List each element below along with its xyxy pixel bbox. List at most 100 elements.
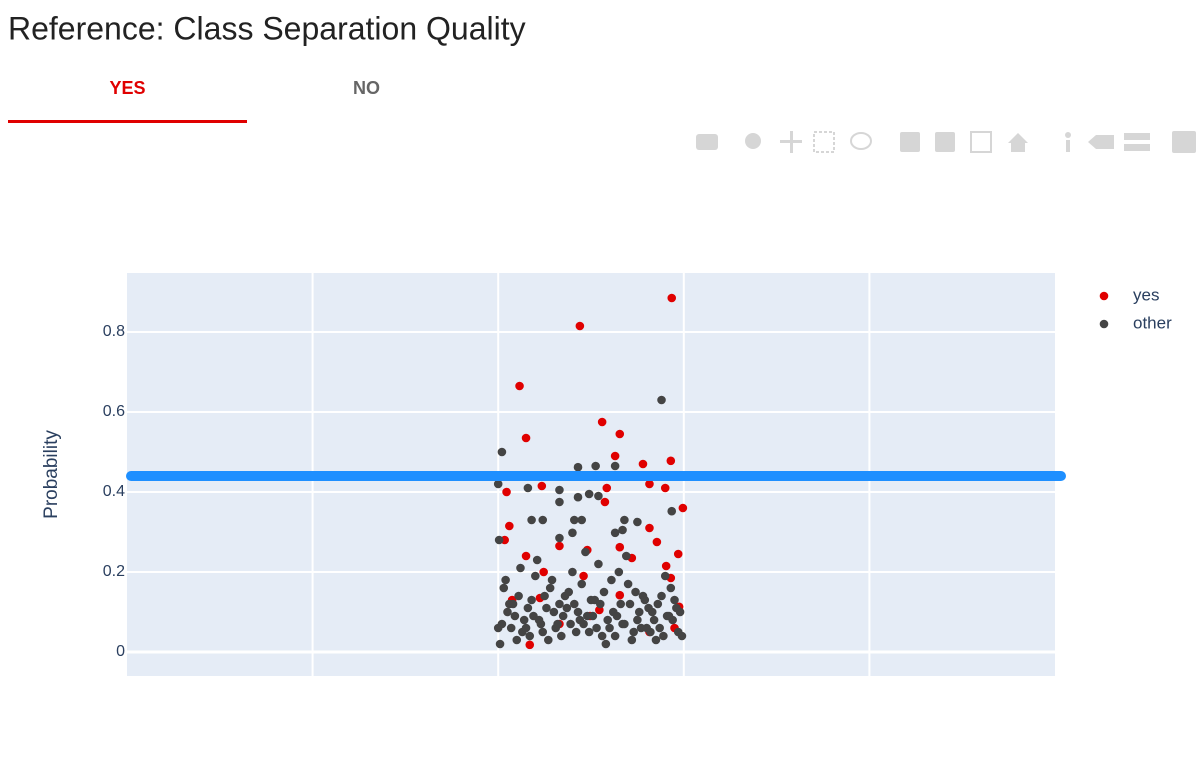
modebar-zoom[interactable] xyxy=(745,133,761,149)
scatter-point xyxy=(636,623,646,633)
scatter-point xyxy=(634,607,644,617)
scatter-point xyxy=(523,603,533,613)
scatter-point xyxy=(652,537,662,547)
scatter-point xyxy=(573,492,583,502)
scatter-point xyxy=(645,523,654,533)
scatter-point xyxy=(558,611,568,621)
scatter-point xyxy=(569,515,579,525)
scatter-point xyxy=(510,611,520,621)
scatter-point xyxy=(678,503,688,513)
scatter-point xyxy=(555,533,564,543)
scatter-point xyxy=(532,555,542,565)
modebar-zoom-in[interactable] xyxy=(900,132,920,152)
scatter-point xyxy=(536,619,546,629)
scatter-point xyxy=(655,623,664,633)
scatter-point xyxy=(579,619,588,629)
scatter-point xyxy=(667,506,677,516)
scatter-point xyxy=(568,528,577,538)
scatter-point xyxy=(584,489,594,499)
scatter-point xyxy=(557,631,566,641)
scatter-point xyxy=(540,591,549,601)
scatter-point xyxy=(521,551,531,561)
modebar-hover-closest[interactable] xyxy=(1088,135,1114,149)
scatter-point xyxy=(653,599,663,609)
scatter-point xyxy=(667,293,677,303)
scatter-point xyxy=(610,528,620,538)
scatter-point xyxy=(666,456,676,466)
y-tick-label: 0.2 xyxy=(103,563,125,580)
page-title: Reference: Class Separation Quality xyxy=(8,10,526,46)
scatter-point xyxy=(531,571,540,581)
y-tick-label: 0.8 xyxy=(103,323,125,340)
scatter-point xyxy=(521,623,531,633)
legend-label: yes xyxy=(1133,285,1159,304)
modebar-camera[interactable] xyxy=(696,134,718,150)
modebar-logo[interactable] xyxy=(1172,131,1196,153)
scatter-point xyxy=(523,483,533,493)
scatter-point xyxy=(677,631,687,641)
scatter-point xyxy=(547,575,557,585)
scatter-point xyxy=(555,541,564,551)
scatter-point xyxy=(602,483,612,493)
scatter-point xyxy=(662,611,672,621)
scatter-point xyxy=(506,623,516,633)
scatter-point xyxy=(599,587,609,597)
modebar-home[interactable] xyxy=(1008,133,1028,152)
scatter-point xyxy=(640,595,650,605)
scatter-point xyxy=(503,607,512,617)
scatter-point xyxy=(525,631,535,641)
scatter-point xyxy=(647,607,657,617)
scatter-point xyxy=(616,599,625,609)
scatter-point xyxy=(594,491,603,501)
scatter-point xyxy=(612,611,622,621)
scatter-point xyxy=(539,567,548,577)
scatter-point xyxy=(661,561,671,571)
scatter-point xyxy=(568,567,577,577)
legend-marker xyxy=(1099,291,1109,301)
scatter-point xyxy=(569,599,579,609)
scatter-point xyxy=(573,462,583,472)
scatter-point xyxy=(501,575,510,585)
scatter-point xyxy=(610,461,620,471)
scatter-point xyxy=(544,635,553,645)
scatter-point xyxy=(555,485,564,495)
modebar-select[interactable] xyxy=(813,131,835,153)
scatter-point xyxy=(571,627,581,637)
modebar-autoscale[interactable] xyxy=(970,131,992,153)
tab-label[interactable]: YES xyxy=(109,78,145,98)
scatter-point xyxy=(675,607,685,617)
scatter-point xyxy=(638,459,648,469)
tab-label[interactable]: NO xyxy=(353,78,380,98)
legend-marker xyxy=(1099,319,1109,329)
modebar-hover-compare-b xyxy=(1124,144,1150,151)
scatter-point xyxy=(610,451,620,461)
scatter-point xyxy=(657,395,666,405)
modebar-pan-v xyxy=(790,131,793,153)
scatter-point xyxy=(603,615,613,625)
modebar-hover-compare[interactable] xyxy=(1124,133,1150,140)
modebar-lasso[interactable] xyxy=(850,132,872,150)
scatter-point xyxy=(562,603,572,613)
scatter-point xyxy=(597,417,607,427)
legend-label: other xyxy=(1133,313,1172,332)
scatter-point xyxy=(542,603,551,613)
scatter-point xyxy=(600,497,610,507)
scatter-point xyxy=(633,517,642,527)
scatter-point xyxy=(555,599,564,609)
modebar-zoom-out[interactable] xyxy=(935,132,955,152)
scatter-point xyxy=(649,615,659,625)
scatter-point xyxy=(573,607,583,617)
scatter-point xyxy=(537,481,547,491)
modebar-spike[interactable] xyxy=(1065,132,1071,138)
y-tick-label: 0 xyxy=(116,643,125,660)
scatter-point xyxy=(620,515,629,525)
scatter-point xyxy=(512,635,522,645)
scatter-point xyxy=(577,579,587,589)
scatter-point xyxy=(591,461,600,471)
tab-underline xyxy=(8,120,247,123)
scatter-point xyxy=(660,571,670,581)
scatter-point xyxy=(527,595,536,605)
y-tick-label: 0.6 xyxy=(103,403,125,420)
scatter-point xyxy=(627,635,637,645)
